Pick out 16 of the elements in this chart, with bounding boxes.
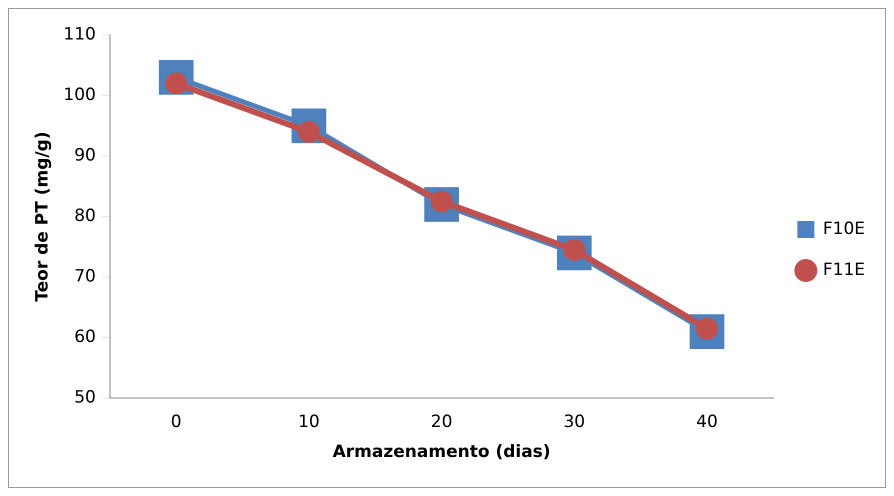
x-tick-label: 10: [298, 412, 320, 432]
y-tick-label: 110: [63, 24, 96, 44]
y-tick-label: 70: [74, 266, 96, 287]
legend-label: F10E: [822, 218, 866, 239]
x-tick-label: 0: [170, 412, 182, 432]
legend-label: F11E: [822, 260, 866, 280]
y-tick-label: 60: [74, 327, 96, 348]
x-axis-title: Armazenamento (dias): [332, 442, 551, 462]
x-tick-label: 30: [563, 412, 586, 432]
y-axis-title: Teor de PT (mg/g): [32, 131, 53, 302]
y-tick-label: 80: [74, 206, 96, 226]
x-tick-label: 40: [696, 412, 718, 432]
y-tick-label: 50: [74, 388, 96, 408]
y-tick-label: 100: [63, 84, 96, 105]
y-tick-label: 90: [74, 145, 96, 166]
x-tick-label: 20: [430, 412, 452, 432]
